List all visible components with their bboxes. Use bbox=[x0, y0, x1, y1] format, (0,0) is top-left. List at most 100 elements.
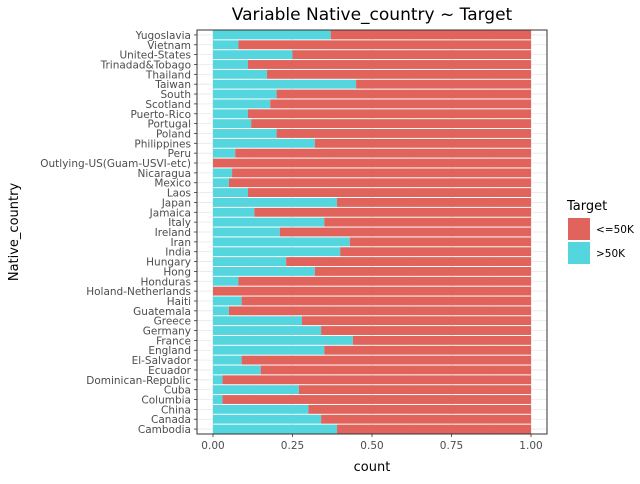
y-tick-label: El-Salvador bbox=[132, 355, 192, 367]
bar-segment-under50k bbox=[286, 257, 531, 266]
y-tick-label: Thailand bbox=[145, 69, 191, 81]
y-tick-label: India bbox=[165, 247, 191, 259]
y-tick-label: Jamaica bbox=[149, 207, 191, 219]
bar-segment-over50k bbox=[213, 119, 252, 129]
bar-segment-over50k bbox=[213, 129, 277, 138]
bar-segment-over50k bbox=[213, 424, 338, 434]
bar-segment-under50k bbox=[330, 30, 531, 40]
y-tick-label: Laos bbox=[167, 188, 191, 200]
legend: <=50K >50K bbox=[568, 218, 635, 264]
y-tick-label: Honduras bbox=[140, 276, 191, 288]
y-tick-label: Ireland bbox=[155, 227, 191, 239]
bar-segment-under50k bbox=[324, 345, 531, 355]
y-axis-label: Native_country bbox=[7, 183, 22, 282]
bar-segment-over50k bbox=[213, 60, 248, 69]
bar-segment-over50k bbox=[213, 335, 353, 345]
bar-segment-under50k bbox=[222, 395, 532, 404]
bar-segment-under50k bbox=[279, 227, 531, 237]
y-tick-label: Italy bbox=[168, 217, 191, 229]
bar-segment-over50k bbox=[213, 30, 331, 40]
x-tick-label: 0.75 bbox=[440, 440, 463, 452]
bar-segment-over50k bbox=[213, 355, 242, 365]
bar-segment-over50k bbox=[213, 375, 223, 385]
x-tick-label: 0.25 bbox=[281, 440, 304, 452]
bar-segment-under50k bbox=[337, 424, 531, 434]
legend-title: Target bbox=[566, 199, 607, 214]
bar-segment-over50k bbox=[213, 178, 229, 188]
bar-segment-under50k bbox=[213, 286, 531, 296]
y-tick-label: Peru bbox=[168, 148, 191, 160]
y-tick-label: Greece bbox=[154, 316, 191, 328]
bar-segment-over50k bbox=[213, 69, 268, 79]
legend-swatch bbox=[568, 218, 590, 240]
bar-segment-over50k bbox=[213, 345, 325, 355]
y-tick-label: Hong bbox=[163, 266, 191, 278]
bar-segment-under50k bbox=[247, 109, 532, 119]
bar-segment-over50k bbox=[213, 109, 248, 119]
bar-segment-over50k bbox=[213, 188, 248, 198]
y-tick-label: Japan bbox=[161, 197, 191, 209]
bar-segment-under50k bbox=[267, 69, 531, 79]
bar-segment-under50k bbox=[302, 316, 531, 326]
bar-segment-over50k bbox=[213, 316, 303, 326]
y-tick-label: Puerto-Rico bbox=[130, 109, 191, 121]
bar-segment-over50k bbox=[213, 50, 293, 60]
bar-segment-under50k bbox=[324, 217, 531, 227]
bar-segment-under50k bbox=[222, 375, 532, 385]
bar-segment-over50k bbox=[213, 198, 338, 207]
y-tick-label: United-States bbox=[119, 50, 191, 62]
bar-segment-under50k bbox=[314, 138, 531, 148]
y-tick-label: Holand-Netherlands bbox=[86, 286, 191, 298]
legend-entry-label: >50K bbox=[596, 248, 626, 260]
bar-segment-under50k bbox=[337, 198, 531, 207]
bar-segment-over50k bbox=[213, 79, 357, 89]
bar-segment-under50k bbox=[238, 40, 531, 50]
bar-segment-under50k bbox=[292, 50, 531, 60]
y-tick-label: Ecuador bbox=[148, 365, 192, 377]
bar-segment-under50k bbox=[276, 89, 531, 99]
y-tick-label: Scotland bbox=[145, 99, 191, 111]
y-tick-label: Columbia bbox=[141, 395, 191, 407]
bar-segment-over50k bbox=[213, 89, 277, 99]
bar-segment-under50k bbox=[247, 188, 532, 198]
bar-segment-over50k bbox=[213, 168, 233, 178]
bar-segment-over50k bbox=[213, 148, 236, 158]
bar-segment-over50k bbox=[213, 217, 325, 227]
bar-segment-over50k bbox=[213, 326, 322, 335]
y-tick-label: Iran bbox=[170, 237, 191, 249]
bar-segment-over50k bbox=[213, 207, 255, 217]
y-tick-label: Portugal bbox=[148, 119, 192, 131]
bar-segment-under50k bbox=[314, 266, 531, 276]
bar-segment-over50k bbox=[213, 40, 239, 50]
y-tick-label: Germany bbox=[143, 326, 191, 338]
x-tick-label: 0.50 bbox=[360, 440, 383, 452]
y-tick-label: England bbox=[148, 345, 191, 357]
y-tick-label: Vietnam bbox=[147, 40, 191, 52]
bar-segment-under50k bbox=[321, 414, 531, 424]
bar-segment-under50k bbox=[352, 335, 531, 345]
legend-entry-label: <=50K bbox=[596, 224, 635, 236]
bar-segment-over50k bbox=[213, 138, 315, 148]
bar-segment-under50k bbox=[232, 168, 531, 178]
x-tick-label: 0.00 bbox=[201, 440, 224, 452]
bar-segment-under50k bbox=[213, 158, 531, 168]
y-tick-label: Yugoslavia bbox=[135, 30, 191, 42]
y-tick-label: Dominican-Republic bbox=[86, 375, 191, 387]
bar-segment-under50k bbox=[349, 237, 531, 247]
bar-segment-under50k bbox=[260, 365, 531, 375]
y-tick-label: Mexico bbox=[154, 178, 191, 190]
bar-segment-under50k bbox=[308, 404, 531, 414]
y-tick-label: Haiti bbox=[167, 296, 191, 308]
bar-segment-under50k bbox=[340, 247, 531, 257]
bar-segment-over50k bbox=[213, 237, 350, 247]
y-tick-label: China bbox=[161, 404, 191, 416]
y-tick-label: Poland bbox=[156, 128, 191, 140]
y-tick-label: Outlying-US(Guam-USVI-etc) bbox=[40, 158, 191, 170]
bar-segment-over50k bbox=[213, 296, 242, 306]
bar-segment-over50k bbox=[213, 306, 229, 316]
y-tick-label: Trinadad&Tobago bbox=[100, 59, 191, 71]
bar-segment-under50k bbox=[254, 207, 531, 217]
bar-segment-over50k bbox=[213, 257, 287, 266]
